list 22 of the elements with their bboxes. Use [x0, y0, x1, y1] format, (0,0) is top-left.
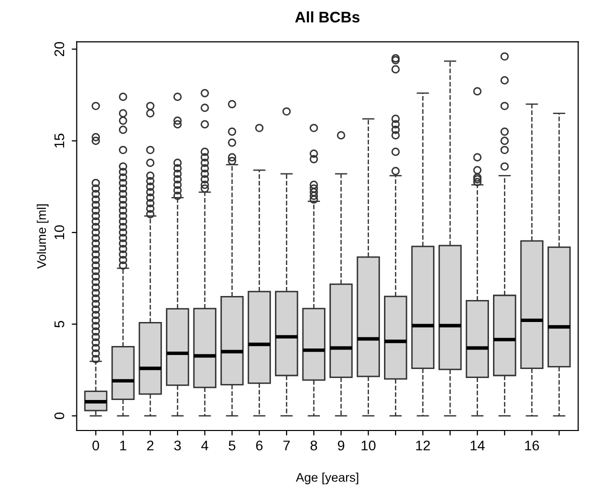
- x-tick-label: 0: [92, 440, 100, 450]
- chart-title: All BCBs: [295, 11, 360, 23]
- y-tick-label: 15: [54, 134, 64, 148]
- y-tick-label: 0: [54, 412, 64, 420]
- x-tick-label: 1: [120, 440, 126, 450]
- y-tick-label: 5: [54, 320, 64, 328]
- x-tick-label: 8: [310, 440, 318, 450]
- x-tick-label: 7: [283, 440, 290, 450]
- x-tick-label: 3: [174, 440, 181, 450]
- x-tick-label: 4: [201, 440, 208, 450]
- x-tick-label: 16: [525, 440, 539, 450]
- y-tick-label: 20: [54, 42, 64, 56]
- x-tick-label: 12: [416, 440, 430, 450]
- x-tick-label: 10: [362, 440, 376, 450]
- y-tick-label: 10: [54, 225, 64, 240]
- x-tick-label: 2: [147, 440, 154, 450]
- x-tick-label: 5: [228, 440, 236, 450]
- x-tick-label: 6: [256, 440, 263, 450]
- x-tick-label: 14: [470, 440, 485, 450]
- x-tick-label: 9: [338, 440, 344, 450]
- x-axis-title: Age [years]: [296, 472, 358, 484]
- y-axis-title: Volume [ml]: [36, 204, 48, 269]
